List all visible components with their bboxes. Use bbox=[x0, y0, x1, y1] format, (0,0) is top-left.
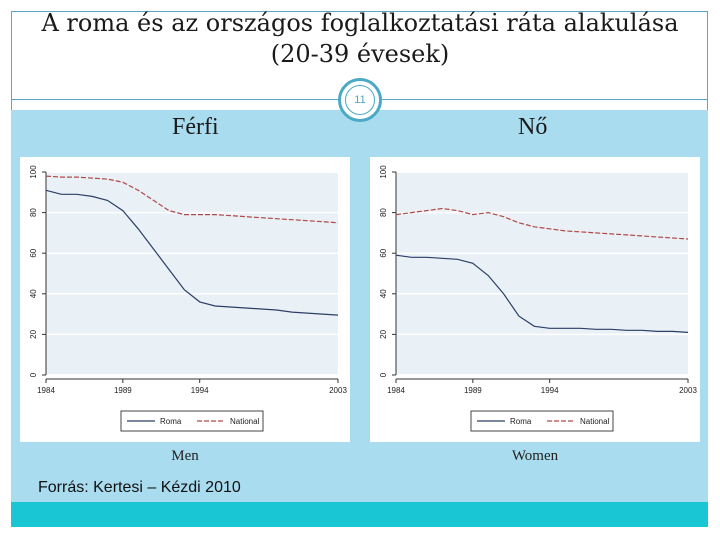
legend-label-national: National bbox=[580, 417, 610, 426]
heading-ferfi: Férfi bbox=[172, 114, 219, 140]
x-tick-label: 1994 bbox=[541, 386, 559, 395]
y-tick-label: 100 bbox=[379, 165, 388, 179]
y-tick-label: 0 bbox=[29, 372, 38, 377]
caption-men: Men bbox=[171, 448, 199, 464]
x-tick-label: 1994 bbox=[191, 386, 209, 395]
x-tick-label: 1989 bbox=[114, 386, 132, 395]
y-tick-label: 40 bbox=[29, 289, 38, 298]
series-line-roma bbox=[395, 254, 689, 333]
caption-women: Women bbox=[511, 448, 559, 464]
legend-label-roma: Roma bbox=[160, 417, 182, 426]
y-tick-label: 40 bbox=[379, 289, 388, 298]
legend-box bbox=[120, 410, 264, 432]
heading-no: Nő bbox=[518, 114, 548, 140]
slide-number-badge: 11 bbox=[338, 78, 382, 122]
slide-number: 11 bbox=[345, 85, 375, 115]
x-tick-label: 1989 bbox=[464, 386, 482, 395]
source-citation: Forrás: Kertesi – Kézdi 2010 bbox=[38, 479, 241, 496]
series-line-roma bbox=[45, 189, 339, 316]
y-tick-label: 60 bbox=[29, 248, 38, 257]
footer-bar bbox=[11, 502, 708, 527]
chart-men-svg: 0 20 40 60 80 100 1984 1989 1994 2003 Roma National bbox=[29, 165, 347, 432]
y-tick-label: 60 bbox=[379, 248, 388, 257]
chart-women: 0 20 40 60 80 100 1984 1989 1994 2003 Roma National bbox=[370, 157, 700, 442]
x-tick-label: 1984 bbox=[387, 386, 405, 395]
series-line-national bbox=[45, 175, 339, 224]
plot-area bbox=[396, 172, 688, 375]
chart-women-svg: 0 20 40 60 80 100 1984 1989 1994 2003 Roma National bbox=[379, 165, 697, 432]
y-tick-label: 20 bbox=[379, 329, 388, 338]
legend-label-national: National bbox=[230, 417, 260, 426]
y-tick-label: 20 bbox=[29, 329, 38, 338]
x-tick-label: 2003 bbox=[679, 386, 697, 395]
slide-title: A roma és az országos foglalkoztatási rá… bbox=[41, 9, 679, 68]
legend-label-roma: Roma bbox=[510, 417, 532, 426]
y-tick-label: 100 bbox=[29, 165, 38, 179]
legend-box bbox=[470, 410, 614, 432]
y-tick-label: 80 bbox=[379, 208, 388, 217]
x-tick-label: 1984 bbox=[37, 386, 55, 395]
y-tick-label: 0 bbox=[379, 372, 388, 377]
x-tick-label: 2003 bbox=[329, 386, 347, 395]
series-line-national bbox=[395, 207, 689, 240]
y-tick-label: 80 bbox=[29, 208, 38, 217]
chart-men: 0 20 40 60 80 100 1984 1989 1994 2003 Roma National bbox=[20, 157, 350, 442]
plot-area bbox=[46, 172, 338, 375]
